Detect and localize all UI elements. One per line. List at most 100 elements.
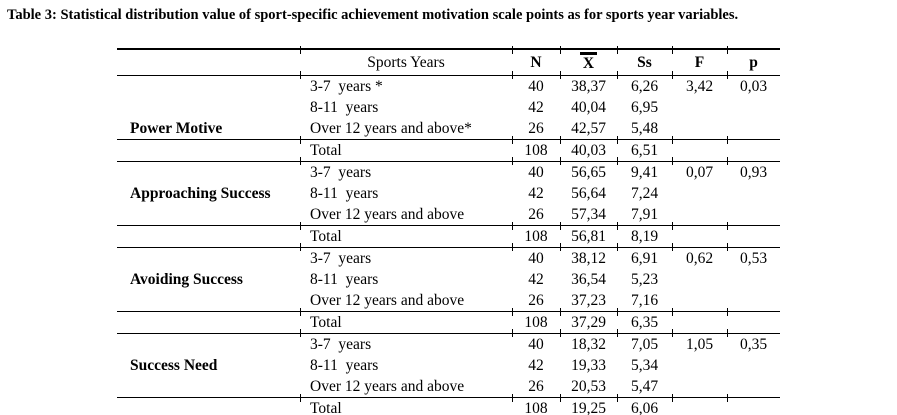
mean-cell: 56,81 xyxy=(560,222,618,252)
p-cell xyxy=(727,376,780,398)
n-cell: 108 xyxy=(512,222,561,252)
years-cell: 8-11 years xyxy=(310,98,379,116)
ss-cell: 5,34 xyxy=(630,356,659,374)
years-cell: Over 12 years and above xyxy=(310,291,465,309)
total-row: Total 108 19,25 6,06 xyxy=(117,394,780,415)
table-row: 3-7 years 40 38,12 6,91 0,62 0,53 xyxy=(117,248,780,270)
col-header-ss: Ss xyxy=(617,47,673,80)
table-row: Over 12 years and above 26 37,23 7,16 xyxy=(117,290,780,312)
motive-label: Power Motive xyxy=(130,119,223,137)
col-header-n: N xyxy=(512,47,561,80)
n-cell: 42 xyxy=(528,356,544,374)
col-header-f: F xyxy=(672,47,728,80)
mean-cell: 42,57 xyxy=(571,119,606,137)
p-cell xyxy=(727,139,780,162)
mean-cell: 38,37 xyxy=(571,77,606,95)
n-cell: 26 xyxy=(528,119,544,137)
ss-cell: 7,16 xyxy=(630,291,659,309)
f-cell xyxy=(672,222,728,252)
p-cell xyxy=(727,225,780,248)
table-row: Approaching Success 8-11 years 42 56,64 … xyxy=(117,183,780,204)
table-caption: Table 3: Statistical distribution value … xyxy=(7,7,739,23)
p-cell xyxy=(727,290,780,312)
p-cell xyxy=(727,183,780,204)
mean-cell: 20,53 xyxy=(571,377,606,395)
motive-label: Approaching Success xyxy=(130,184,271,202)
col-header-sports-years: Sports Years xyxy=(300,47,513,80)
mean-cell: 18,32 xyxy=(571,335,606,353)
n-cell: 42 xyxy=(528,270,544,288)
ss-cell: 6,35 xyxy=(617,308,673,338)
f-cell xyxy=(672,118,727,140)
years-cell: 3-7 years xyxy=(310,163,372,181)
mean-cell: 36,54 xyxy=(571,270,606,288)
years-cell: 3-7 years xyxy=(310,249,372,267)
years-cell: Over 12 years and above* xyxy=(310,119,472,137)
p-cell: 0,35 xyxy=(739,335,768,353)
n-cell: 108 xyxy=(512,394,561,415)
p-cell xyxy=(727,397,780,415)
ss-cell: 9,41 xyxy=(630,163,659,181)
p-cell: 0,53 xyxy=(739,249,768,267)
p-cell xyxy=(727,118,780,140)
ss-cell: 7,91 xyxy=(630,205,659,223)
mean-cell: 56,64 xyxy=(571,184,606,202)
n-cell: 108 xyxy=(512,136,561,166)
ss-cell: 5,48 xyxy=(630,119,659,137)
years-cell: Total xyxy=(300,308,513,338)
f-cell: 3,42 xyxy=(685,77,714,95)
total-row: Total 108 56,81 8,19 xyxy=(117,222,780,252)
years-cell: Total xyxy=(300,222,513,252)
mean-cell: 37,29 xyxy=(560,308,618,338)
f-cell xyxy=(672,308,728,338)
years-cell: 8-11 years xyxy=(310,270,379,288)
n-cell: 42 xyxy=(528,184,544,202)
mean-cell: 40,03 xyxy=(560,136,618,166)
years-cell: Total xyxy=(300,136,513,166)
n-cell: 26 xyxy=(528,205,544,223)
table-row: 3-7 years 40 18,32 7,05 1,05 0,35 xyxy=(117,334,780,356)
mean-cell: 40,04 xyxy=(571,98,606,116)
table-row: Success Need 8-11 years 42 19,33 5,34 xyxy=(117,355,780,376)
table-row: Over 12 years and above 26 20,53 5,47 xyxy=(117,376,780,398)
table-row: 8-11 years 42 40,04 6,95 xyxy=(117,97,780,118)
n-cell: 108 xyxy=(512,308,561,338)
f-cell xyxy=(672,204,727,226)
f-cell xyxy=(672,290,727,312)
f-cell xyxy=(672,376,727,398)
f-cell: 0,62 xyxy=(685,249,714,267)
f-cell xyxy=(672,269,727,290)
ss-cell: 6,51 xyxy=(617,136,673,166)
ss-cell: 6,91 xyxy=(630,249,659,267)
years-cell: Total xyxy=(300,394,513,415)
n-cell: 26 xyxy=(528,291,544,309)
years-cell: Over 12 years and above xyxy=(310,377,465,395)
ss-cell: 8,19 xyxy=(617,222,673,252)
f-cell xyxy=(672,136,728,166)
f-cell xyxy=(672,394,728,415)
mean-cell: 38,12 xyxy=(571,249,606,267)
p-cell xyxy=(727,204,780,226)
ss-cell: 7,05 xyxy=(630,335,659,353)
statistics-table: Sports Years N X Ss F p 3-7 years * 40 3… xyxy=(117,47,780,415)
mean-cell: 57,34 xyxy=(571,205,606,223)
years-cell: 8-11 years xyxy=(310,184,379,202)
f-cell: 1,05 xyxy=(685,335,714,353)
years-cell: 3-7 years xyxy=(310,335,372,353)
motive-label: Success Need xyxy=(130,356,218,374)
p-cell xyxy=(727,311,780,334)
table-header-row: Sports Years N X Ss F p xyxy=(117,47,780,80)
f-cell xyxy=(672,97,727,118)
mean-cell: 37,23 xyxy=(571,291,606,309)
f-cell: 0,07 xyxy=(685,163,714,181)
col-header-p: p xyxy=(727,48,780,76)
total-row: Total 108 40,03 6,51 xyxy=(117,136,780,166)
f-cell xyxy=(672,355,727,376)
col-header-empty xyxy=(117,47,301,80)
col-header-mean: X xyxy=(560,47,618,80)
mean-overbar-symbol: X xyxy=(579,52,598,72)
table-row: Avoiding Success 8-11 years 42 36,54 5,2… xyxy=(117,269,780,290)
ss-cell: 5,47 xyxy=(630,377,659,395)
f-cell xyxy=(672,183,727,204)
table-row: 3-7 years * 40 38,37 6,26 3,42 0,03 xyxy=(117,76,780,98)
